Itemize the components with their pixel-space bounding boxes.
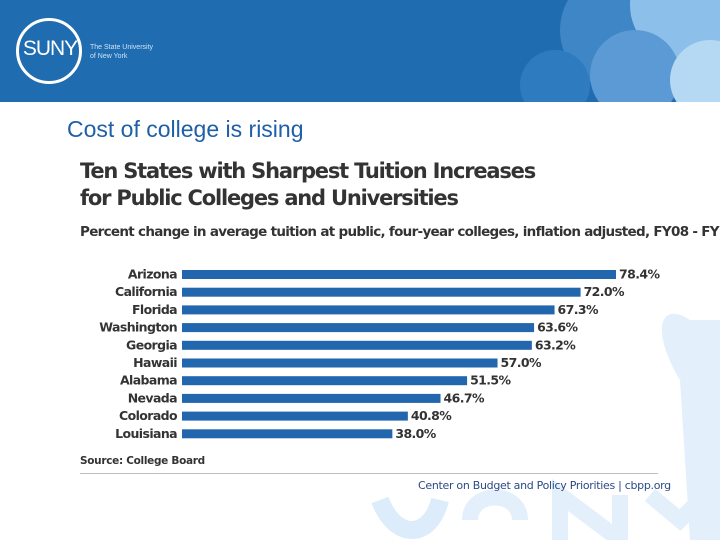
bar-florida [182, 305, 555, 315]
category-label: Washington [99, 320, 177, 335]
chart-title: Ten States with Sharpest Tuition Increas… [80, 158, 560, 212]
value-label: 67.3% [558, 302, 599, 317]
bar-colorado [182, 411, 408, 421]
slide-title: Cost of college is rising [67, 116, 304, 142]
value-label: 46.7% [444, 390, 485, 405]
tagline-line-2: of New York [90, 53, 128, 60]
tagline-line-1: The State University [90, 44, 154, 51]
chart-subtitle: Percent change in average tuition at pub… [80, 224, 720, 240]
suny-logo-text: SUNY [22, 37, 78, 60]
chart-credit: Center on Budget and Policy Priorities |… [418, 479, 671, 492]
bar-arizona [182, 270, 616, 279]
category-label: Georgia [126, 337, 177, 352]
category-label: Colorado [119, 408, 178, 423]
watermark-shape [644, 488, 711, 531]
decorative-bubble [520, 50, 590, 102]
header-banner: SUNY The State University of New York [0, 0, 720, 102]
category-label: Nevada [128, 390, 177, 405]
bar-washington [182, 323, 535, 333]
bar-hawaii [182, 358, 498, 368]
chart-title-line-1: Ten States with Sharpest Tuition Increas… [80, 159, 536, 183]
logo-tagline: The State University of New York [90, 43, 170, 61]
value-label: 40.8% [411, 408, 452, 423]
value-label: 78.4% [619, 267, 660, 282]
watermark-shape [661, 313, 720, 540]
value-label: 72.0% [584, 284, 625, 299]
category-label: Arizona [128, 267, 177, 282]
bar-alabama [182, 376, 468, 386]
bar-california [182, 287, 581, 297]
suny-logo [16, 18, 82, 84]
bar-nevada [182, 393, 441, 403]
value-label: 63.6% [537, 320, 578, 335]
category-label: Alabama [120, 373, 177, 388]
value-label: 63.2% [535, 337, 576, 352]
chart-source: Source: College Board [80, 455, 205, 467]
watermark-shape [371, 496, 449, 539]
category-label: Florida [132, 302, 177, 317]
category-label: Hawaii [133, 355, 177, 370]
bar-georgia [182, 340, 532, 350]
category-label: California [115, 284, 177, 299]
value-label: 51.5% [470, 373, 511, 388]
bar-louisiana [182, 429, 393, 439]
watermark-shape [552, 479, 628, 540]
watermark-shape [462, 489, 528, 522]
chart-title-line-2: for Public Colleges and Universities [80, 186, 459, 210]
category-label: Louisiana [115, 426, 177, 441]
divider [80, 473, 658, 474]
decorative-bubble [590, 30, 680, 102]
value-label: 57.0% [501, 355, 542, 370]
value-label: 38.0% [395, 426, 436, 441]
